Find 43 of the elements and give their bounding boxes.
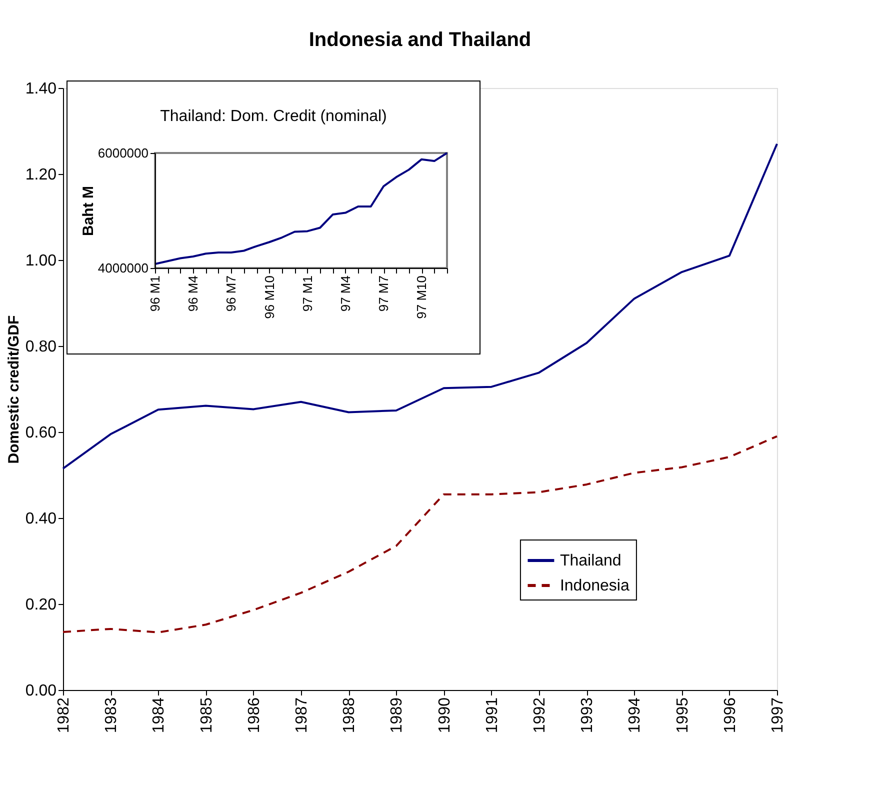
y-axis-title: Domestic credit/GDF xyxy=(5,315,22,464)
y-tick-label: 0.20 xyxy=(25,596,57,614)
y-axis-title: Baht M xyxy=(80,186,97,236)
chart-title: Thailand: Dom. Credit (nominal) xyxy=(160,108,387,125)
y-tick-label: 0.80 xyxy=(25,338,57,356)
line-series xyxy=(154,152,448,265)
x-tick-label: 1982 xyxy=(56,697,72,734)
x-tick-label: 96 M10 xyxy=(262,276,277,319)
x-tick-label: 97 M4 xyxy=(338,276,353,312)
x-tick-label: 1992 xyxy=(532,697,548,734)
x-tick-label: 1997 xyxy=(770,697,786,734)
x-tick-label: 97 M7 xyxy=(376,276,392,312)
y-tick-label: 0.60 xyxy=(25,424,57,442)
legend-label: Thailand xyxy=(560,552,622,570)
y-tick-label: 1.20 xyxy=(25,166,57,184)
x-tick-label: 1996 xyxy=(722,697,739,734)
x-tick-label: 1986 xyxy=(246,697,263,734)
legend-label: Indonesia xyxy=(560,578,630,594)
x-tick-label: 1989 xyxy=(388,697,406,734)
x-tick-label: 1990 xyxy=(436,697,454,734)
x-tick-label: 96 M4 xyxy=(186,276,201,312)
x-tick-label: 1987 xyxy=(294,697,310,734)
y-tick-label: 6000000 xyxy=(98,146,148,160)
y-tick-label: 1.40 xyxy=(25,80,57,98)
x-tick-label: 1985 xyxy=(198,697,216,734)
y-tick-label: 0.00 xyxy=(25,682,57,700)
y-tick-label: 0.40 xyxy=(25,510,57,528)
chart-title: Indonesia and Thailand xyxy=(308,29,532,51)
x-tick-label: 1993 xyxy=(579,697,596,734)
x-tick-label: 1991 xyxy=(484,697,501,734)
line-series xyxy=(62,435,778,634)
x-tick-label: 96 M1 xyxy=(148,276,162,312)
x-tick-label: 97 M10 xyxy=(414,276,430,319)
x-tick-label: 1984 xyxy=(150,697,168,734)
x-tick-label: 97 M1 xyxy=(300,276,315,312)
y-tick-label: 1.00 xyxy=(25,252,57,270)
x-tick-label: 1988 xyxy=(341,697,358,734)
x-tick-label: 1983 xyxy=(103,697,120,734)
line-series xyxy=(62,142,778,470)
x-tick-label: 96 M7 xyxy=(224,276,239,312)
x-tick-label: 1994 xyxy=(626,697,644,734)
x-tick-label: 1995 xyxy=(674,697,692,734)
y-tick-label: 4000000 xyxy=(98,260,148,276)
